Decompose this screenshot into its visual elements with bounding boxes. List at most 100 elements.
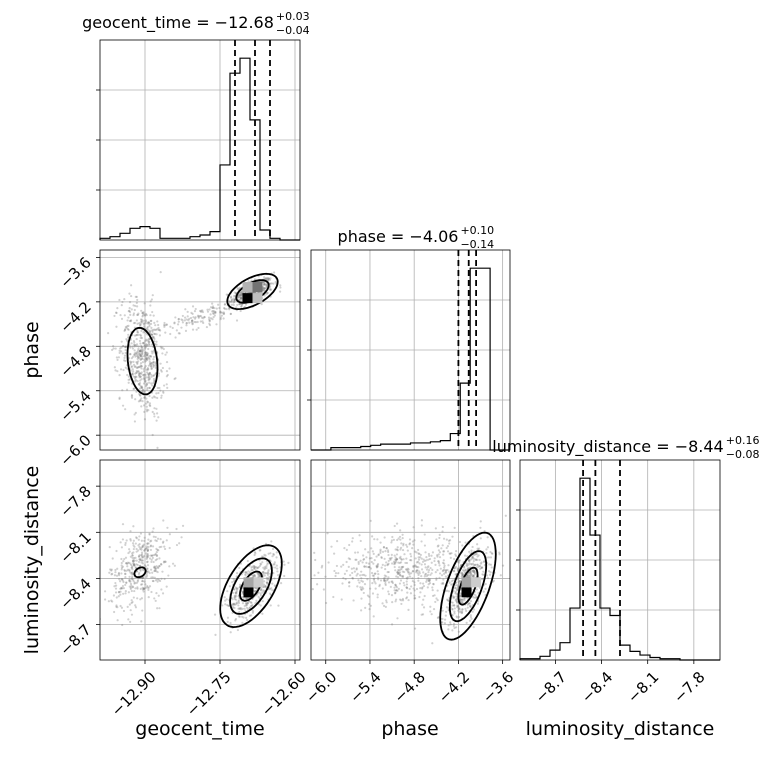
sample-point <box>131 372 134 376</box>
sample-point <box>468 575 472 578</box>
sample-point <box>442 550 446 553</box>
sample-point <box>470 558 473 561</box>
sample-point <box>142 349 145 352</box>
sample-point <box>473 570 476 574</box>
sample-point <box>146 542 149 545</box>
sample-point <box>393 561 396 564</box>
sample-point <box>145 397 148 400</box>
sample-point <box>451 607 454 611</box>
sample-point <box>238 610 241 614</box>
sample-point <box>437 615 440 619</box>
sample-point <box>369 604 372 607</box>
sample-point <box>239 299 242 302</box>
sample-point <box>139 379 142 382</box>
sample-point <box>262 570 265 574</box>
sample-point <box>393 586 396 589</box>
sample-point <box>352 599 355 602</box>
sample-point <box>272 552 275 556</box>
x-tick-label: −3.6 <box>479 668 517 706</box>
sample-point <box>184 308 187 311</box>
sample-point <box>118 590 121 594</box>
sample-point <box>127 316 130 319</box>
sample-point <box>110 568 113 571</box>
sample-point <box>470 573 473 576</box>
sample-point <box>152 328 155 331</box>
sample-point <box>456 605 459 608</box>
sample-point <box>426 573 430 577</box>
sample-point <box>414 565 418 568</box>
sample-point <box>423 575 426 578</box>
sample-point <box>132 539 135 542</box>
sample-point <box>454 599 457 602</box>
sample-point <box>208 324 212 327</box>
sample-point <box>455 626 458 629</box>
sample-point <box>480 561 483 564</box>
sample-point <box>108 571 111 574</box>
sample-point <box>211 318 214 321</box>
sample-point <box>174 316 177 319</box>
sample-point <box>436 555 439 558</box>
sample-point <box>137 400 141 403</box>
sample-point <box>154 366 157 369</box>
sample-point <box>230 300 233 303</box>
sample-point <box>449 621 452 624</box>
sample-point <box>260 303 263 306</box>
sample-point <box>135 337 138 341</box>
sample-point <box>269 285 272 288</box>
sample-point <box>390 539 394 542</box>
sample-point <box>153 407 156 410</box>
sample-point <box>438 572 442 575</box>
sample-point <box>349 574 352 577</box>
density-cell <box>242 282 253 293</box>
sample-point <box>144 314 147 317</box>
sample-point <box>458 540 462 544</box>
sample-point <box>388 557 391 560</box>
sample-point <box>239 293 243 297</box>
sample-point <box>152 358 155 361</box>
sample-point <box>222 317 225 320</box>
sample-point <box>140 385 143 388</box>
sample-point <box>133 345 136 348</box>
sample-point <box>405 597 408 600</box>
sample-point <box>152 395 156 398</box>
sample-point <box>467 563 470 566</box>
sample-point <box>237 595 240 598</box>
sample-point <box>137 370 140 373</box>
sample-point <box>131 565 134 568</box>
sample-point <box>131 575 134 578</box>
sample-point <box>473 571 476 574</box>
sample-point <box>143 396 146 399</box>
sample-point <box>134 604 137 607</box>
sample-point <box>253 567 256 571</box>
x-axis-label: phase <box>381 718 438 740</box>
sample-point <box>124 589 127 593</box>
sample-point <box>489 563 493 566</box>
sample-point <box>340 598 343 601</box>
sample-point <box>171 326 174 330</box>
sample-point <box>446 545 450 548</box>
sample-point <box>152 335 155 338</box>
sample-point <box>124 408 127 411</box>
sample-point <box>161 570 164 573</box>
sample-point <box>457 560 460 563</box>
sample-point <box>454 592 457 595</box>
sample-point <box>409 558 412 562</box>
sample-point <box>142 568 145 572</box>
sample-point <box>239 296 242 299</box>
sample-point <box>161 366 164 370</box>
sample-point <box>235 306 238 309</box>
sample-point <box>134 352 137 355</box>
sample-point <box>128 548 131 551</box>
sample-point <box>442 559 445 562</box>
sample-point <box>454 573 457 576</box>
sample-point <box>137 333 140 336</box>
sample-point <box>368 557 371 560</box>
sample-point <box>259 594 263 597</box>
sample-point <box>147 347 150 351</box>
sample-point <box>377 553 380 556</box>
sample-point <box>460 610 464 613</box>
sample-point <box>142 368 145 371</box>
sample-point <box>133 344 137 347</box>
sample-point <box>139 394 142 397</box>
sample-point <box>263 283 267 286</box>
